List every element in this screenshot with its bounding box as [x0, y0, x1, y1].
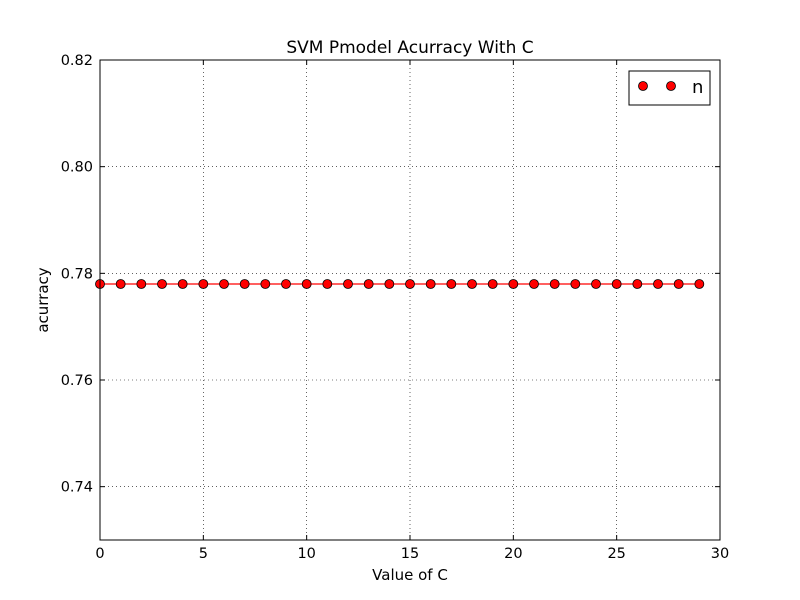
- data-point: [260, 279, 271, 289]
- legend-marker: [638, 81, 648, 91]
- data-point: [281, 279, 291, 289]
- y-axis-label: acurracy: [34, 267, 52, 332]
- data-point: [549, 279, 560, 289]
- data-point: [425, 279, 436, 289]
- data-point: [219, 279, 229, 289]
- data-point: [570, 279, 581, 289]
- data-point: [694, 279, 705, 289]
- axis-ticks: 0 5 10 15 20 25 30 0.74 0.76 0.78 0.80 0.82: [61, 53, 730, 562]
- y-tick-label: 0.80: [61, 160, 93, 176]
- data-point: [405, 279, 415, 289]
- data-point: [157, 279, 167, 289]
- y-tick-label: 0.74: [61, 480, 93, 496]
- data-point: [301, 279, 312, 289]
- x-tick-label: 20: [504, 546, 522, 562]
- data-point: [487, 279, 498, 289]
- x-tick-label: 10: [297, 546, 315, 562]
- x-tick-label: 30: [711, 546, 729, 562]
- data-point: [529, 279, 539, 289]
- y-tick-label: 0.78: [61, 266, 93, 282]
- x-tick-label: 15: [401, 546, 419, 562]
- y-tick-label: 0.76: [61, 373, 93, 389]
- data-point: [446, 279, 457, 289]
- data-point: [115, 279, 126, 289]
- legend: n: [628, 70, 711, 106]
- series-layer: [95, 279, 705, 289]
- data-point: [611, 279, 622, 289]
- data-point: [322, 279, 333, 289]
- x-axis-label: Value of C: [372, 566, 448, 584]
- data-point: [673, 279, 684, 289]
- data-point: [198, 279, 209, 289]
- data-point: [239, 279, 250, 289]
- legend-marker: [666, 81, 676, 91]
- data-point: [384, 279, 395, 289]
- chart-title: SVM Pmodel Acurracy With C: [286, 38, 533, 58]
- data-point: [363, 279, 374, 289]
- legend-label: n: [692, 77, 703, 98]
- grid-lines: [100, 60, 720, 540]
- data-point: [467, 279, 477, 289]
- data-point: [177, 279, 188, 289]
- x-tick-label: 5: [199, 546, 208, 562]
- x-tick-label: 0: [95, 546, 104, 562]
- data-point: [343, 279, 353, 289]
- data-point: [632, 279, 643, 289]
- data-point: [508, 279, 519, 289]
- data-point: [653, 279, 663, 289]
- x-tick-label: 25: [607, 546, 625, 562]
- data-point: [591, 279, 601, 289]
- data-point: [136, 279, 147, 289]
- y-tick-label: 0.82: [61, 53, 93, 69]
